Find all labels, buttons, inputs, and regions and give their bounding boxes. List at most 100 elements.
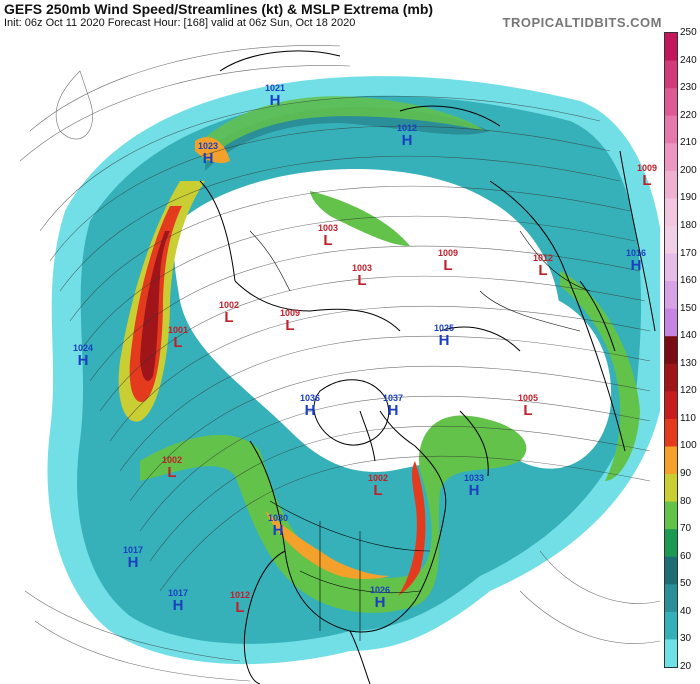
low-pressure-symbol: L <box>443 257 452 274</box>
colorbar-tick-label: 70 <box>680 523 692 535</box>
colorbar-tick-label: 160 <box>680 275 697 287</box>
streamlines <box>20 45 660 682</box>
colorbar-tick-label: 60 <box>680 550 692 562</box>
high-pressure-symbol: H <box>273 522 284 539</box>
pressure-value: 1003 <box>318 223 338 233</box>
pressure-value: 1037 <box>383 393 403 403</box>
colorbar-tick-label: 90 <box>680 468 692 480</box>
pressure-value: 1009 <box>438 248 458 258</box>
colorbar-segment <box>665 501 677 530</box>
brand-watermark: TROPICALTIDBITS.COM <box>502 15 662 30</box>
colorbar-segment <box>665 639 677 668</box>
colorbar-tick-label: 30 <box>680 633 692 645</box>
colorbar-segment <box>665 281 677 310</box>
colorbar-segment <box>665 446 677 475</box>
colorbar-segment <box>665 336 677 365</box>
pressure-value: 1017 <box>168 588 188 598</box>
colorbar-tick-label: 140 <box>680 330 697 342</box>
colorbar-tick-label: 220 <box>680 109 697 121</box>
pressure-value: 1012 <box>533 253 553 263</box>
pressure-value: 1002 <box>219 300 239 310</box>
low-pressure-symbol: L <box>523 402 532 419</box>
pressure-value: 1025 <box>434 323 454 333</box>
low-pressure-symbol: L <box>173 334 182 351</box>
colorbar-tick-label: 20 <box>680 661 692 672</box>
colorbar-tick-label: 130 <box>680 357 697 369</box>
low-pressure-symbol: L <box>373 482 382 499</box>
pressure-value: 1012 <box>230 590 250 600</box>
high-pressure-symbol: H <box>375 594 386 611</box>
colorbar-segment <box>665 556 677 585</box>
pressure-value: 1036 <box>300 393 320 403</box>
pressure-value: 1033 <box>464 473 484 483</box>
colorbar-segment <box>665 198 677 227</box>
low-pressure-symbol: L <box>235 599 244 616</box>
high-pressure-symbol: H <box>439 332 450 349</box>
pressure-value: 1017 <box>123 545 143 555</box>
high-pressure-symbol: H <box>203 150 214 167</box>
pressure-value: 1023 <box>198 141 218 151</box>
low-pressure-symbol: L <box>167 464 176 481</box>
colorbar-tick-label: 250 <box>680 27 697 38</box>
colorbar-segment <box>665 529 677 558</box>
low-pressure-symbol: L <box>642 172 651 189</box>
colorbar-segment <box>665 253 677 282</box>
low-pressure-symbol: L <box>538 262 547 279</box>
high-pressure-symbol: H <box>78 352 89 369</box>
low-pressure-symbol: L <box>224 309 233 326</box>
high-pressure-symbol: H <box>173 597 184 614</box>
pressure-value: 1003 <box>352 263 372 273</box>
colorbar-segment <box>665 363 677 392</box>
colorbar-segment <box>665 391 677 420</box>
colorbar-tick-label: 180 <box>680 219 697 231</box>
colorbar-segment <box>665 225 677 255</box>
colorbar-tick-label: 150 <box>680 302 697 314</box>
colorbar-tick-label: 80 <box>680 495 692 507</box>
colorbar-tick-label: 110 <box>680 412 696 424</box>
colorbar-tick-label: 120 <box>680 385 697 397</box>
colorbar-tick-labels: 250 240 230 220 210 200 190 180 170 160 150 140 130 1… <box>680 27 700 672</box>
colorbar-tick-label: 170 <box>680 247 697 259</box>
coastlines <box>199 50 656 684</box>
colorbar-tick-label: 210 <box>680 137 697 149</box>
political-boundaries <box>249 230 591 641</box>
pressure-value: 1009 <box>637 163 657 173</box>
pressure-value: 1021 <box>265 83 285 93</box>
colorbar-segment <box>665 33 677 62</box>
low-pressure-symbol: L <box>285 317 294 334</box>
high-pressure-symbol: H <box>128 554 139 571</box>
pressure-value: 1001 <box>168 325 188 335</box>
colorbar-tick-label: 100 <box>680 440 697 452</box>
map-title: GEFS 250mb Wind Speed/Streamlines (kt) &… <box>4 1 434 17</box>
colorbar-segment <box>665 474 677 503</box>
high-pressure-symbol: H <box>631 257 642 274</box>
colorbar-segment <box>665 308 677 337</box>
pressure-value: 1002 <box>368 473 388 483</box>
wind-speed-colorbar <box>664 32 678 668</box>
pressure-value: 1016 <box>626 248 646 258</box>
colorbar-tick-label: 200 <box>680 164 697 176</box>
colorbar-tick-label: 50 <box>680 578 692 590</box>
forecast-valid-time: Init: 06z Oct 11 2020 Forecast Hour: [16… <box>4 17 356 29</box>
colorbar-segment <box>665 611 677 640</box>
high-pressure-symbol: H <box>388 402 399 419</box>
low-pressure-symbol: L <box>357 272 366 289</box>
colorbar-segment <box>665 143 677 172</box>
pressure-value: 1026 <box>370 585 390 595</box>
high-pressure-symbol: H <box>469 482 480 499</box>
colorbar-scale <box>665 33 677 668</box>
pressure-value: 1002 <box>162 455 182 465</box>
colorbar-segment <box>665 115 677 144</box>
wind-speed-shading <box>47 76 660 665</box>
high-pressure-symbol: H <box>270 92 281 109</box>
low-pressure-symbol: L <box>323 232 332 249</box>
colorbar-tick-label: 40 <box>680 605 692 617</box>
colorbar-segment <box>665 418 677 447</box>
high-pressure-symbol: H <box>402 132 413 149</box>
map-header: GEFS 250mb Wind Speed/Streamlines (kt) &… <box>0 0 700 30</box>
colorbar-segment <box>665 60 677 89</box>
colorbar-segment <box>665 584 677 613</box>
pressure-value: 1030 <box>268 513 288 523</box>
